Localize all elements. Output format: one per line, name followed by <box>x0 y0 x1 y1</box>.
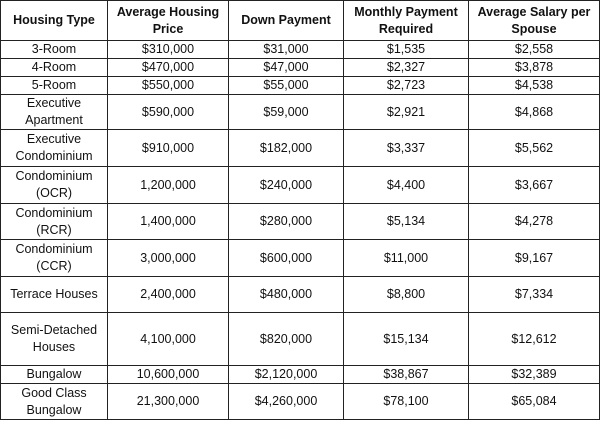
value-cell: $55,000 <box>228 76 344 95</box>
value-cell: $2,327 <box>343 58 469 77</box>
housing-type-cell: Bungalow <box>0 365 108 384</box>
value-cell: $2,921 <box>343 94 469 130</box>
value-cell: $5,562 <box>468 129 600 167</box>
value-cell: $182,000 <box>228 129 344 167</box>
table-row: Semi-Detached Houses 4,100,000 $820,000 $15… <box>0 312 600 366</box>
value-cell: $15,134 <box>343 312 469 366</box>
value-cell: $5,134 <box>343 203 469 240</box>
value-cell: $4,538 <box>468 76 600 95</box>
value-cell: 3,000,000 <box>107 239 229 277</box>
value-cell: $240,000 <box>228 166 344 204</box>
table-row: Good Class Bungalow 21,300,000 $4,260,000 $… <box>0 383 600 420</box>
housing-type-cell: 3-Room <box>0 40 108 59</box>
header-cell: Housing Type <box>0 0 108 41</box>
value-cell: $4,868 <box>468 94 600 130</box>
value-cell: $3,337 <box>343 129 469 167</box>
housing-type-cell: Condominium (OCR) <box>0 166 108 204</box>
header-cell: Average Salary per Spouse <box>468 0 600 41</box>
value-cell: $12,612 <box>468 312 600 366</box>
table-row: Condominium (RCR) 1,400,000 $280,000 $5,134… <box>0 203 600 240</box>
value-cell: $3,878 <box>468 58 600 77</box>
housing-type-cell: Semi-Detached Houses <box>0 312 108 366</box>
value-cell: $65,084 <box>468 383 600 420</box>
value-cell: $480,000 <box>228 276 344 313</box>
table-row: Condominium (CCR) 3,000,000 $600,000 $11,00… <box>0 239 600 277</box>
value-cell: $590,000 <box>107 94 229 130</box>
value-cell: $11,000 <box>343 239 469 277</box>
value-cell: $600,000 <box>228 239 344 277</box>
value-cell: 2,400,000 <box>107 276 229 313</box>
value-cell: $59,000 <box>228 94 344 130</box>
value-cell: 4,100,000 <box>107 312 229 366</box>
value-cell: $32,389 <box>468 365 600 384</box>
value-cell: $9,167 <box>468 239 600 277</box>
table-row: 5-Room $550,000 $55,000 $2,723 $4,538 <box>0 76 600 95</box>
table-row: Condominium (OCR) 1,200,000 $240,000 $4,400… <box>0 166 600 204</box>
table-row: 4-Room $470,000 $47,000 $2,327 $3,878 <box>0 58 600 77</box>
value-cell: $2,558 <box>468 40 600 59</box>
value-cell: $78,100 <box>343 383 469 420</box>
value-cell: 21,300,000 <box>107 383 229 420</box>
value-cell: $8,800 <box>343 276 469 313</box>
value-cell: 1,400,000 <box>107 203 229 240</box>
housing-type-cell: 4-Room <box>0 58 108 77</box>
value-cell: $2,120,000 <box>228 365 344 384</box>
value-cell: $3,667 <box>468 166 600 204</box>
table-row: Bungalow 10,600,000 $2,120,000 $38,867 $32,3… <box>0 365 600 384</box>
header-row: Housing Type Average Housing Price Down Pa… <box>0 0 600 41</box>
header-cell: Down Payment <box>228 0 344 41</box>
value-cell: $4,278 <box>468 203 600 240</box>
table-row: Terrace Houses 2,400,000 $480,000 $8,800 $7,… <box>0 276 600 313</box>
housing-type-cell: Executive Apartment <box>0 94 108 130</box>
value-cell: $7,334 <box>468 276 600 313</box>
value-cell: $31,000 <box>228 40 344 59</box>
value-cell: $550,000 <box>107 76 229 95</box>
value-cell: $38,867 <box>343 365 469 384</box>
value-cell: $1,535 <box>343 40 469 59</box>
table-row: Executive Condominium $910,000 $182,000 $3,… <box>0 129 600 167</box>
housing-type-cell: Condominium (CCR) <box>0 239 108 277</box>
value-cell: $310,000 <box>107 40 229 59</box>
value-cell: $47,000 <box>228 58 344 77</box>
housing-type-cell: 5-Room <box>0 76 108 95</box>
housing-type-cell: Good Class Bungalow <box>0 383 108 420</box>
value-cell: $4,260,000 <box>228 383 344 420</box>
value-cell: $4,400 <box>343 166 469 204</box>
housing-type-cell: Terrace Houses <box>0 276 108 313</box>
value-cell: $470,000 <box>107 58 229 77</box>
header-cell: Monthly Payment Required <box>343 0 469 41</box>
table-row: 3-Room $310,000 $31,000 $1,535 $2,558 <box>0 40 600 59</box>
table-row: Executive Apartment $590,000 $59,000 $2,921… <box>0 94 600 130</box>
value-cell: $910,000 <box>107 129 229 167</box>
header-cell: Average Housing Price <box>107 0 229 41</box>
value-cell: 10,600,000 <box>107 365 229 384</box>
housing-type-cell: Condominium (RCR) <box>0 203 108 240</box>
value-cell: $2,723 <box>343 76 469 95</box>
value-cell: $280,000 <box>228 203 344 240</box>
value-cell: 1,200,000 <box>107 166 229 204</box>
housing-type-cell: Executive Condominium <box>0 129 108 167</box>
value-cell: $820,000 <box>228 312 344 366</box>
